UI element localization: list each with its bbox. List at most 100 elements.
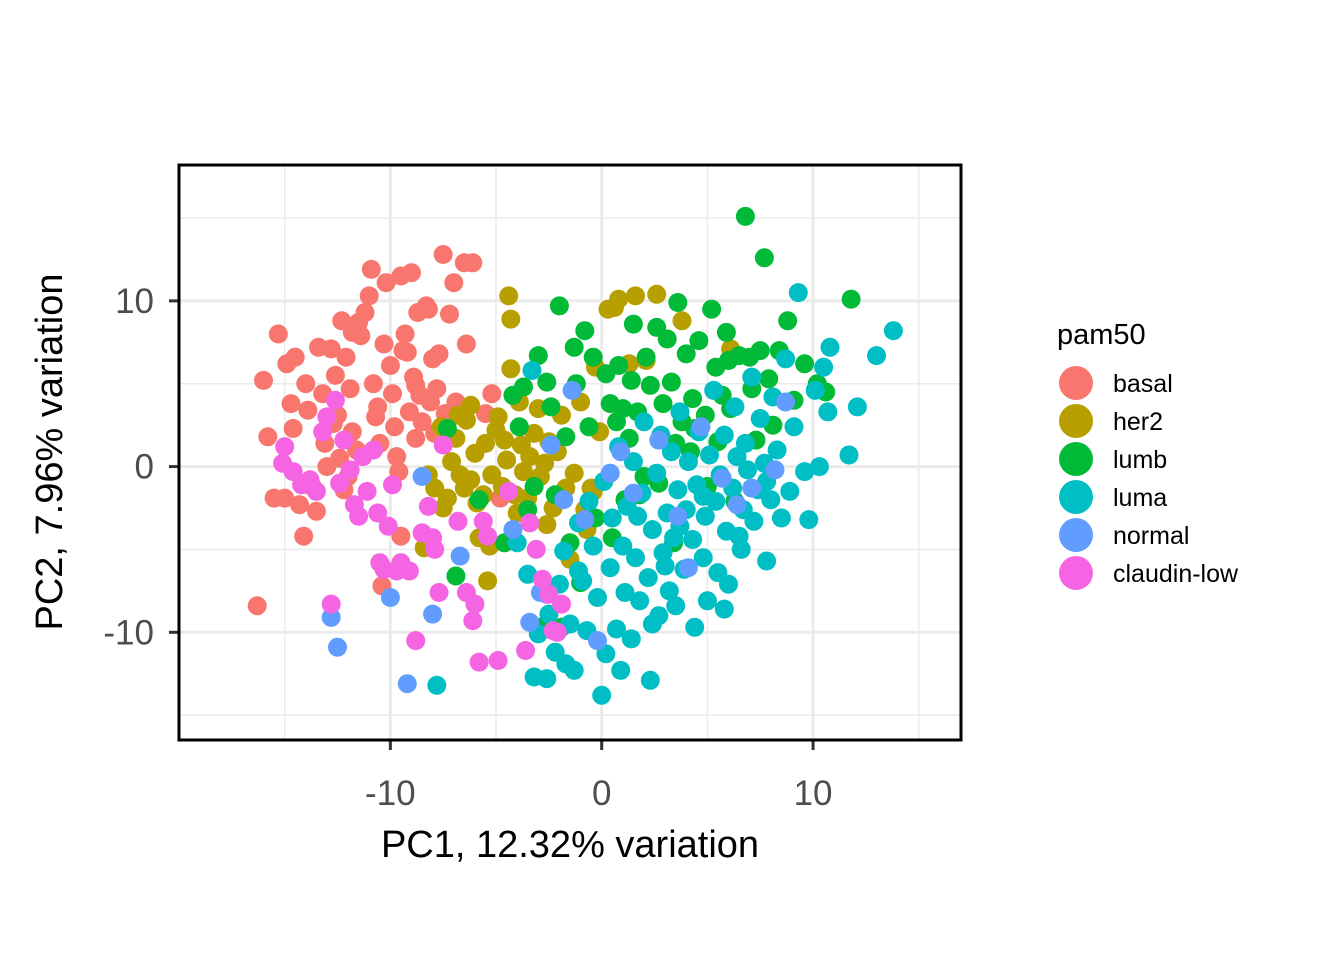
data-point <box>387 447 407 467</box>
data-point <box>702 299 722 319</box>
data-point <box>469 652 489 672</box>
data-point <box>537 372 557 392</box>
data-point <box>399 561 419 581</box>
data-point <box>368 503 388 523</box>
data-point <box>429 583 449 602</box>
data-point <box>666 596 686 616</box>
data-point <box>412 467 432 486</box>
data-point <box>668 480 688 500</box>
data-point <box>754 248 774 268</box>
panel-border <box>177 163 963 742</box>
data-point <box>556 427 576 447</box>
data-point <box>325 390 345 410</box>
data-point <box>524 423 544 443</box>
data-point <box>778 311 798 331</box>
data-point <box>361 259 381 279</box>
data-point <box>298 400 318 420</box>
legend-label: normal <box>1113 522 1189 550</box>
data-point <box>363 440 383 460</box>
data-point <box>647 463 667 483</box>
data-point <box>446 566 466 586</box>
data-point <box>522 361 542 380</box>
legend-key <box>1059 480 1093 514</box>
data-point <box>700 445 719 465</box>
data-point <box>672 311 692 331</box>
data-point <box>714 599 734 619</box>
y-tick-label: 0 <box>135 448 154 487</box>
data-point <box>336 347 356 367</box>
data-point <box>640 670 660 690</box>
data-point <box>668 293 688 312</box>
data-point <box>883 321 903 341</box>
series-normal <box>321 380 796 694</box>
data-point <box>661 372 681 392</box>
data-point <box>342 322 362 342</box>
data-point <box>562 380 582 400</box>
data-point <box>564 463 584 483</box>
data-point <box>463 253 483 273</box>
data-point <box>313 422 333 442</box>
data-point <box>495 430 514 450</box>
data-point <box>554 541 574 561</box>
data-point <box>607 619 626 639</box>
data-point <box>609 289 629 309</box>
data-point <box>642 614 662 634</box>
series-claudin-low <box>273 390 571 672</box>
legend-label: her2 <box>1113 408 1163 436</box>
data-point <box>795 354 815 374</box>
data-point <box>366 407 386 427</box>
legend-label: basal <box>1113 370 1173 398</box>
data-point <box>503 520 523 540</box>
data-point <box>478 571 498 591</box>
data-point <box>742 367 762 387</box>
data-point <box>406 375 426 395</box>
data-point <box>611 442 631 462</box>
data-point <box>805 380 825 400</box>
data-point <box>642 520 662 540</box>
data-point <box>799 510 819 530</box>
data-point <box>583 536 603 556</box>
data-point <box>423 604 443 624</box>
data-point <box>514 462 533 482</box>
data-point <box>630 591 650 611</box>
data-point <box>328 637 347 657</box>
data-point <box>735 206 755 226</box>
data-point <box>357 481 377 501</box>
data-point <box>321 339 341 359</box>
x-axis: -10 0 10 <box>365 740 833 813</box>
data-point <box>317 407 337 427</box>
data-point <box>349 506 369 526</box>
data-point <box>719 351 738 370</box>
data-point <box>456 334 476 354</box>
data-point <box>440 304 459 324</box>
data-point <box>378 516 398 536</box>
data-point <box>374 334 394 354</box>
data-point <box>725 397 745 417</box>
data-point <box>592 685 612 705</box>
data-point <box>541 397 561 417</box>
data-point <box>623 483 643 503</box>
data-point <box>376 273 396 293</box>
data-point <box>433 435 453 455</box>
data-point <box>465 594 485 614</box>
data-point <box>450 546 470 566</box>
data-point <box>448 511 468 531</box>
data-point <box>520 513 540 533</box>
data-point <box>607 412 626 432</box>
data-point <box>437 419 457 438</box>
data-point <box>275 437 295 457</box>
x-tick-label: 10 <box>794 774 833 813</box>
data-point <box>640 375 660 395</box>
data-point <box>543 621 563 641</box>
data-point <box>649 430 669 450</box>
data-point <box>296 374 316 394</box>
data-point <box>509 417 529 437</box>
data-point <box>516 641 536 660</box>
data-point <box>655 556 675 576</box>
data-point <box>456 410 476 430</box>
data-point <box>729 526 749 546</box>
data-point <box>285 347 305 367</box>
data-point <box>402 263 421 283</box>
data-point <box>321 607 341 627</box>
data-point <box>719 574 738 594</box>
